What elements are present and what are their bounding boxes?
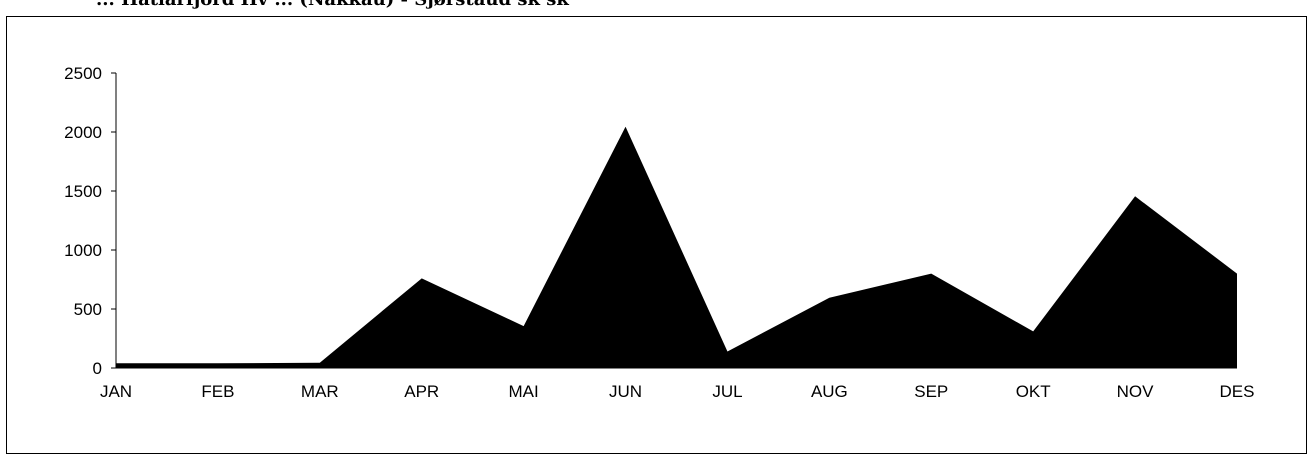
y-tick-label-0: 0 xyxy=(93,359,102,378)
y-tick-label-1500: 1500 xyxy=(64,182,102,201)
chart-header-title: ... Hatlarfjörd Hv ... (Nakkau) - Sjørst… xyxy=(96,0,569,9)
x-tick-label-nov: NOV xyxy=(1117,382,1155,401)
x-tick-label-apr: APR xyxy=(404,382,439,401)
x-tick-label-okt: OKT xyxy=(1016,382,1051,401)
y-tick-label-1000: 1000 xyxy=(64,241,102,260)
area-series xyxy=(116,126,1237,368)
x-tick-label-jun: JUN xyxy=(609,382,642,401)
x-tick-label-feb: FEB xyxy=(201,382,234,401)
chart-frame xyxy=(6,16,1307,454)
y-tick-label-2000: 2000 xyxy=(64,123,102,142)
x-tick-label-jul: JUL xyxy=(712,382,742,401)
x-tick-label-mai: MAI xyxy=(509,382,539,401)
y-tick-label-500: 500 xyxy=(74,300,102,319)
x-tick-label-sep: SEP xyxy=(914,382,948,401)
x-tick-label-des: DES xyxy=(1220,382,1255,401)
x-tick-label-mar: MAR xyxy=(301,382,339,401)
y-tick-label-2500: 2500 xyxy=(64,64,102,83)
x-tick-label-aug: AUG xyxy=(811,382,848,401)
x-tick-label-jan: JAN xyxy=(100,382,132,401)
